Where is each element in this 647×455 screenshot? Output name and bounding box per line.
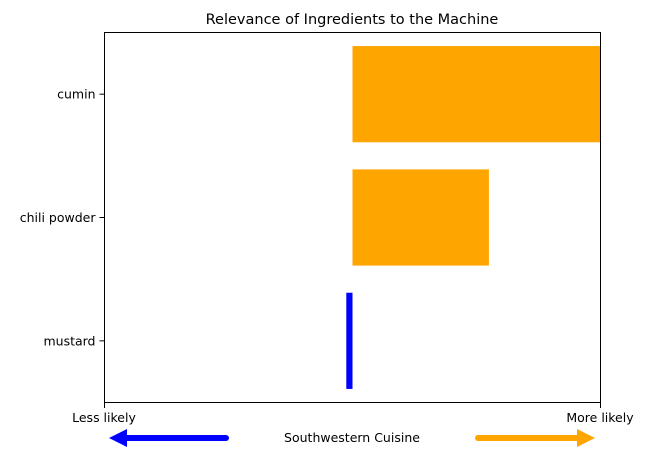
x-tick-label-less-likely: Less likely: [72, 410, 136, 425]
bar-chili-powder: [352, 169, 489, 266]
y-tick-label-mustard: mustard: [43, 333, 95, 348]
footer-label: Southwestern Cuisine: [284, 430, 420, 445]
y-tick-label-cumin: cumin: [57, 87, 95, 102]
y-axis: cumin chili powder mustard: [20, 87, 105, 348]
chart-title: Relevance of Ingredients to the Machine: [206, 12, 499, 28]
bar-mustard: [346, 292, 353, 389]
bars-group: [346, 46, 601, 389]
bar-cumin: [352, 46, 601, 143]
x-tick-label-more-likely: More likely: [566, 410, 634, 425]
y-tick-label-chili-powder: chili powder: [20, 210, 97, 225]
